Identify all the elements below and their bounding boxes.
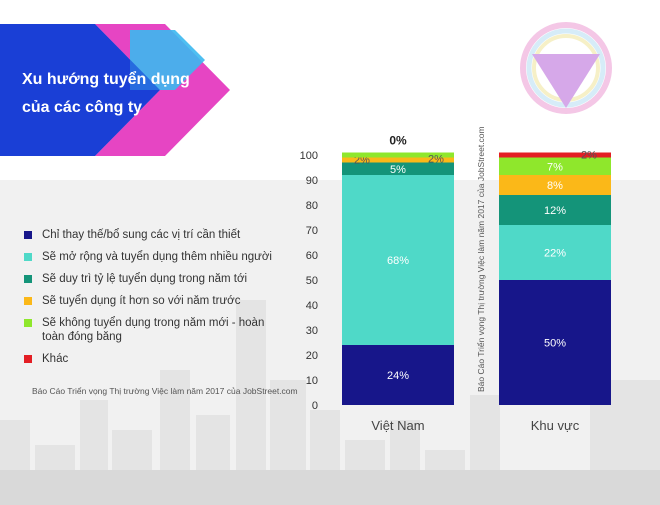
chart-title: Xu hướng tuyển dụng của các công ty bbox=[22, 66, 190, 122]
y-tick-label-100: 100 bbox=[300, 150, 318, 162]
legend-swatch-maintain bbox=[24, 275, 32, 283]
bar-segment-1-5 bbox=[499, 152, 611, 158]
bar-value-label-0-4: 2% bbox=[428, 154, 444, 166]
bar-segment-0-4 bbox=[342, 152, 454, 158]
bar-value-label-1-4: 7% bbox=[547, 161, 563, 173]
bar-segment-1-2 bbox=[499, 195, 611, 225]
y-tick-label-0: 0 bbox=[312, 400, 318, 412]
legend-item-less: Sẽ tuyển dụng ít hơn so với năm trước bbox=[24, 294, 314, 308]
bar-value-label-0-0: 24% bbox=[387, 370, 409, 382]
bar-segment-0-2 bbox=[342, 162, 454, 175]
bar-value-label-1-3: 8% bbox=[547, 180, 563, 192]
y-tick-label-30: 30 bbox=[306, 325, 318, 337]
legend-swatch-less bbox=[24, 297, 32, 305]
title-line-2: của các công ty bbox=[22, 99, 143, 116]
bar-segment-1-1 bbox=[499, 225, 611, 280]
bar-value-label-1-2: 12% bbox=[544, 205, 566, 217]
legend-item-replace: Chỉ thay thế/bổ sung các vị trí cần thiế… bbox=[24, 228, 314, 242]
bar-segment-1-4 bbox=[499, 157, 611, 175]
source-note: Báo Cáo Triển vọng Thị trường Việc làm n… bbox=[32, 386, 298, 396]
y-tick-label-20: 20 bbox=[306, 350, 318, 362]
y-tick-label-40: 40 bbox=[306, 300, 318, 312]
bar-value-label-1-0: 50% bbox=[544, 338, 566, 350]
legend-swatch-expand bbox=[24, 253, 32, 261]
legend-label-freeze: Sẽ không tuyển dụng trong năm mới - hoàn… bbox=[42, 317, 265, 343]
y-tick-label-10: 10 bbox=[306, 375, 318, 387]
x-category-label-1: Khu vực bbox=[531, 418, 580, 433]
legend: Chỉ thay thế/bổ sung các vị trí cần thiế… bbox=[24, 228, 314, 374]
title-banner bbox=[0, 24, 230, 156]
source-note-vertical: Báo Cáo Triển vọng Thị trường Việc làm n… bbox=[476, 126, 486, 392]
legend-label-other: Khác bbox=[42, 353, 69, 365]
legend-swatch-replace bbox=[24, 231, 32, 239]
y-tick-label-70: 70 bbox=[306, 225, 318, 237]
legend-item-other: Khác bbox=[24, 352, 314, 366]
title-line-1: Xu hướng tuyển dụng bbox=[22, 71, 190, 88]
bar-segment-0-1 bbox=[342, 175, 454, 345]
bar-value-label-0-1: 68% bbox=[387, 255, 409, 267]
bar-value-label-0-2: 5% bbox=[390, 164, 406, 176]
y-tick-label-50: 50 bbox=[306, 275, 318, 287]
bar-value-label-1-5: 2% bbox=[581, 150, 597, 162]
bar-segment-0-0 bbox=[342, 345, 454, 405]
legend-label-replace: Chỉ thay thế/bổ sung các vị trí cần thiế… bbox=[42, 229, 241, 241]
y-axis: 0 10 20 30 40 50 60 70 80 90 100 bbox=[300, 150, 318, 412]
rainbow-triangle-logo bbox=[520, 22, 612, 114]
legend-item-expand: Sẽ mở rộng và tuyển dụng thêm nhiều ngườ… bbox=[24, 250, 314, 264]
bar-value-label-0-5: 0% bbox=[389, 134, 407, 148]
legend-swatch-freeze bbox=[24, 319, 32, 327]
bar-segment-0-3 bbox=[342, 157, 454, 163]
x-category-label-0: Việt Nam bbox=[371, 418, 424, 433]
y-tick-label-60: 60 bbox=[306, 250, 318, 262]
x-axis-labels: Việt Nam Khu vực bbox=[371, 418, 579, 433]
y-tick-label-90: 90 bbox=[306, 175, 318, 187]
y-tick-label-80: 80 bbox=[306, 200, 318, 212]
legend-label-expand: Sẽ mở rộng và tuyển dụng thêm nhiều ngườ… bbox=[42, 251, 272, 263]
legend-label-maintain: Sẽ duy trì tỷ lệ tuyển dụng trong năm tớ… bbox=[42, 273, 248, 285]
legend-item-maintain: Sẽ duy trì tỷ lệ tuyển dụng trong năm tớ… bbox=[24, 272, 314, 286]
legend-label-less: Sẽ tuyển dụng ít hơn so với năm trước bbox=[42, 295, 241, 307]
legend-item-freeze: Sẽ không tuyển dụng trong năm mới - hoàn… bbox=[24, 316, 314, 344]
bar-value-label-1-1: 22% bbox=[544, 248, 566, 260]
bar-stacks: 24%68%5%2% 2%0%50%22%12%8%7%2% bbox=[342, 134, 611, 405]
bar-segment-1-0 bbox=[499, 280, 611, 405]
legend-swatch-other bbox=[24, 355, 32, 363]
bar-segment-1-3 bbox=[499, 175, 611, 195]
